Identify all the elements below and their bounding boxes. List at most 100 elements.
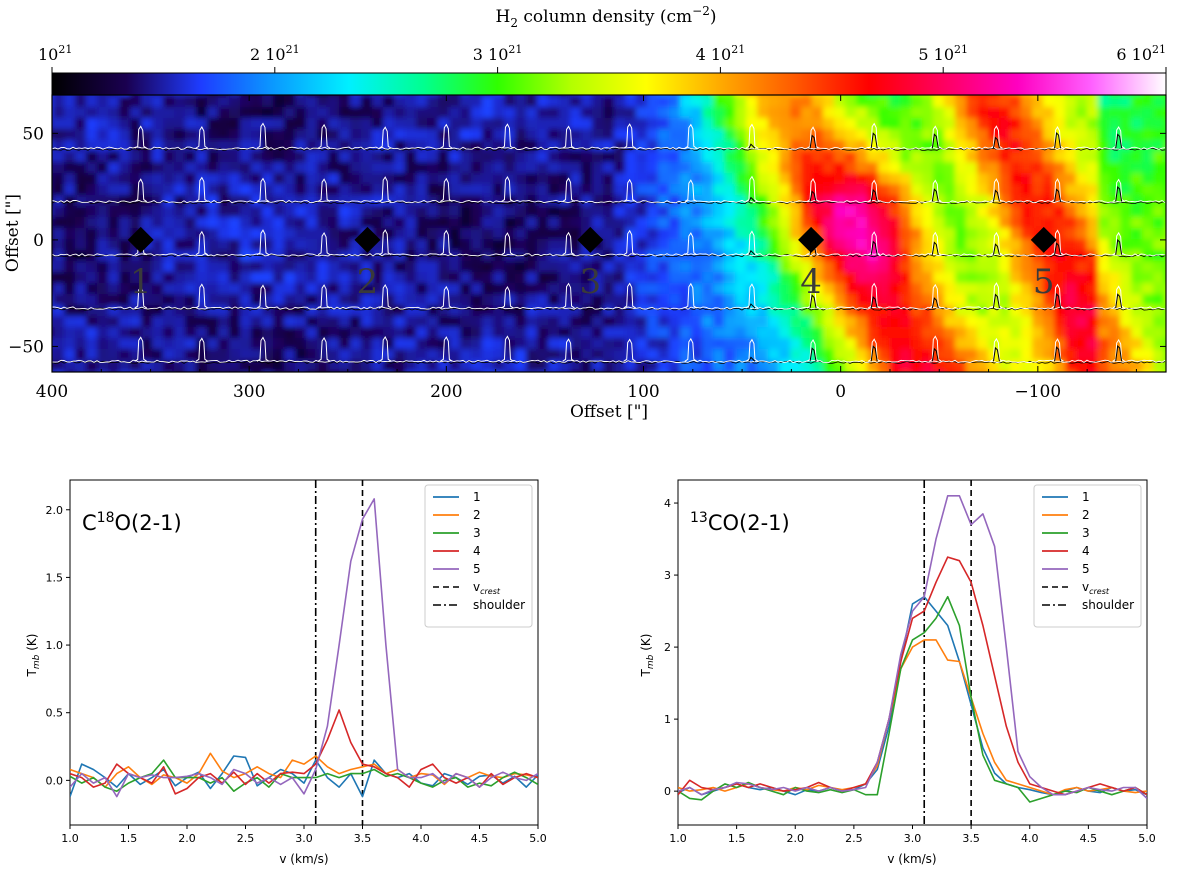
heatmap-cell <box>735 107 747 119</box>
heatmap-cell <box>86 107 98 119</box>
heatmap-cell <box>328 327 340 339</box>
heatmap-cell <box>218 118 230 130</box>
heatmap-cell <box>185 239 197 251</box>
heatmap-cell <box>207 107 219 119</box>
heatmap-cell <box>372 140 384 152</box>
heatmap-cell <box>823 360 835 372</box>
heatmap-cell <box>119 272 131 284</box>
heatmap-cell <box>416 305 428 317</box>
heatmap-cell <box>1142 272 1154 284</box>
heatmap-cell <box>911 327 923 339</box>
heatmap-cell <box>834 272 846 284</box>
heatmap-cell <box>867 327 879 339</box>
heatmap-cell <box>1153 371 1165 372</box>
13co-spectrum <box>562 338 575 362</box>
heatmap-cell <box>273 261 285 273</box>
heatmap-cell <box>1098 305 1110 317</box>
heatmap-cell <box>680 371 692 372</box>
heatmap-cell <box>53 195 65 207</box>
heatmap-cell <box>1120 338 1132 350</box>
heatmap-cell <box>801 327 813 339</box>
heatmap-cell <box>999 338 1011 350</box>
heatmap-cell <box>614 129 626 141</box>
heatmap-cell <box>955 151 967 163</box>
c18o-ytick-label: 1.5 <box>46 571 64 584</box>
heatmap-cell <box>130 96 142 108</box>
heatmap-cell <box>999 206 1011 218</box>
heatmap-cell <box>460 294 472 306</box>
heatmap-cell <box>394 338 406 350</box>
heatmap-cell <box>1087 272 1099 284</box>
heatmap-cell <box>1131 349 1143 361</box>
heatmap-cell <box>251 96 263 108</box>
heatmap-cell <box>1142 261 1154 273</box>
heatmap-cell <box>141 305 153 317</box>
heatmap-cell <box>482 349 494 361</box>
heatmap-cell <box>603 118 615 130</box>
heatmap-cell <box>526 96 538 108</box>
heatmap-cell <box>834 151 846 163</box>
heatmap-cell <box>658 327 670 339</box>
heatmap-cell <box>592 118 604 130</box>
heatmap-image <box>52 95 1166 372</box>
heatmap-cell <box>1153 349 1165 361</box>
heatmap-cell <box>647 140 659 152</box>
heatmap-cell <box>955 129 967 141</box>
13co-spectrum <box>501 176 514 202</box>
heatmap-cell <box>405 316 417 328</box>
heatmap-cell <box>196 294 208 306</box>
heatmap-cell <box>944 283 956 295</box>
heatmap-cell <box>273 162 285 174</box>
heatmap-cell <box>152 118 164 130</box>
heatmap-cell <box>1054 261 1066 273</box>
heatmap-cell <box>251 305 263 317</box>
heatmap-cell <box>944 250 956 262</box>
heatmap-cell <box>790 162 802 174</box>
heatmap-cell <box>493 118 505 130</box>
heatmap-cell <box>581 173 593 185</box>
heatmap-cell <box>207 283 219 295</box>
heatmap-cell <box>1098 250 1110 262</box>
heatmap-cell <box>1076 327 1088 339</box>
13co-spectrum <box>623 338 636 362</box>
heatmap-cell <box>97 107 109 119</box>
heatmap-cell <box>471 162 483 174</box>
heatmap-cell <box>669 338 681 350</box>
heatmap-cell <box>108 217 120 229</box>
heatmap-cell <box>625 107 637 119</box>
heatmap-cell <box>669 371 681 372</box>
heatmap-cell <box>372 360 384 372</box>
heatmap-cell <box>493 327 505 339</box>
heatmap-cell <box>526 360 538 372</box>
heatmap-cell <box>130 261 142 273</box>
13co-ytick-label: 4 <box>664 497 671 510</box>
heatmap-cell <box>1164 250 1166 262</box>
heatmap-cell <box>878 173 890 185</box>
heatmap-cell <box>757 294 769 306</box>
heatmap-cell <box>1065 184 1077 196</box>
heatmap-cell <box>581 162 593 174</box>
heatmap-cell <box>691 129 703 141</box>
heatmap-cell <box>658 118 670 130</box>
heatmap-cell <box>526 338 538 350</box>
heatmap-cell <box>768 272 780 284</box>
heatmap-cell <box>592 283 604 295</box>
heatmap-cell <box>834 206 846 218</box>
heatmap-cell <box>240 261 252 273</box>
heatmap-cell <box>229 250 241 262</box>
heatmap-cell <box>966 228 978 240</box>
heatmap-cell <box>1153 151 1165 163</box>
heatmap-cell <box>416 338 428 350</box>
heatmap-cell <box>856 239 868 251</box>
heatmap-cell <box>482 283 494 295</box>
heatmap-cell <box>1065 118 1077 130</box>
heatmap-cell <box>801 129 813 141</box>
heatmap-cell <box>1142 173 1154 185</box>
heatmap-cell <box>449 294 461 306</box>
heatmap-cell <box>933 250 945 262</box>
heatmap-cell <box>834 349 846 361</box>
heatmap-cell <box>900 283 912 295</box>
heatmap-cell <box>1164 261 1166 273</box>
c18o-spectrum <box>992 136 1000 149</box>
heatmap-cell <box>152 316 164 328</box>
